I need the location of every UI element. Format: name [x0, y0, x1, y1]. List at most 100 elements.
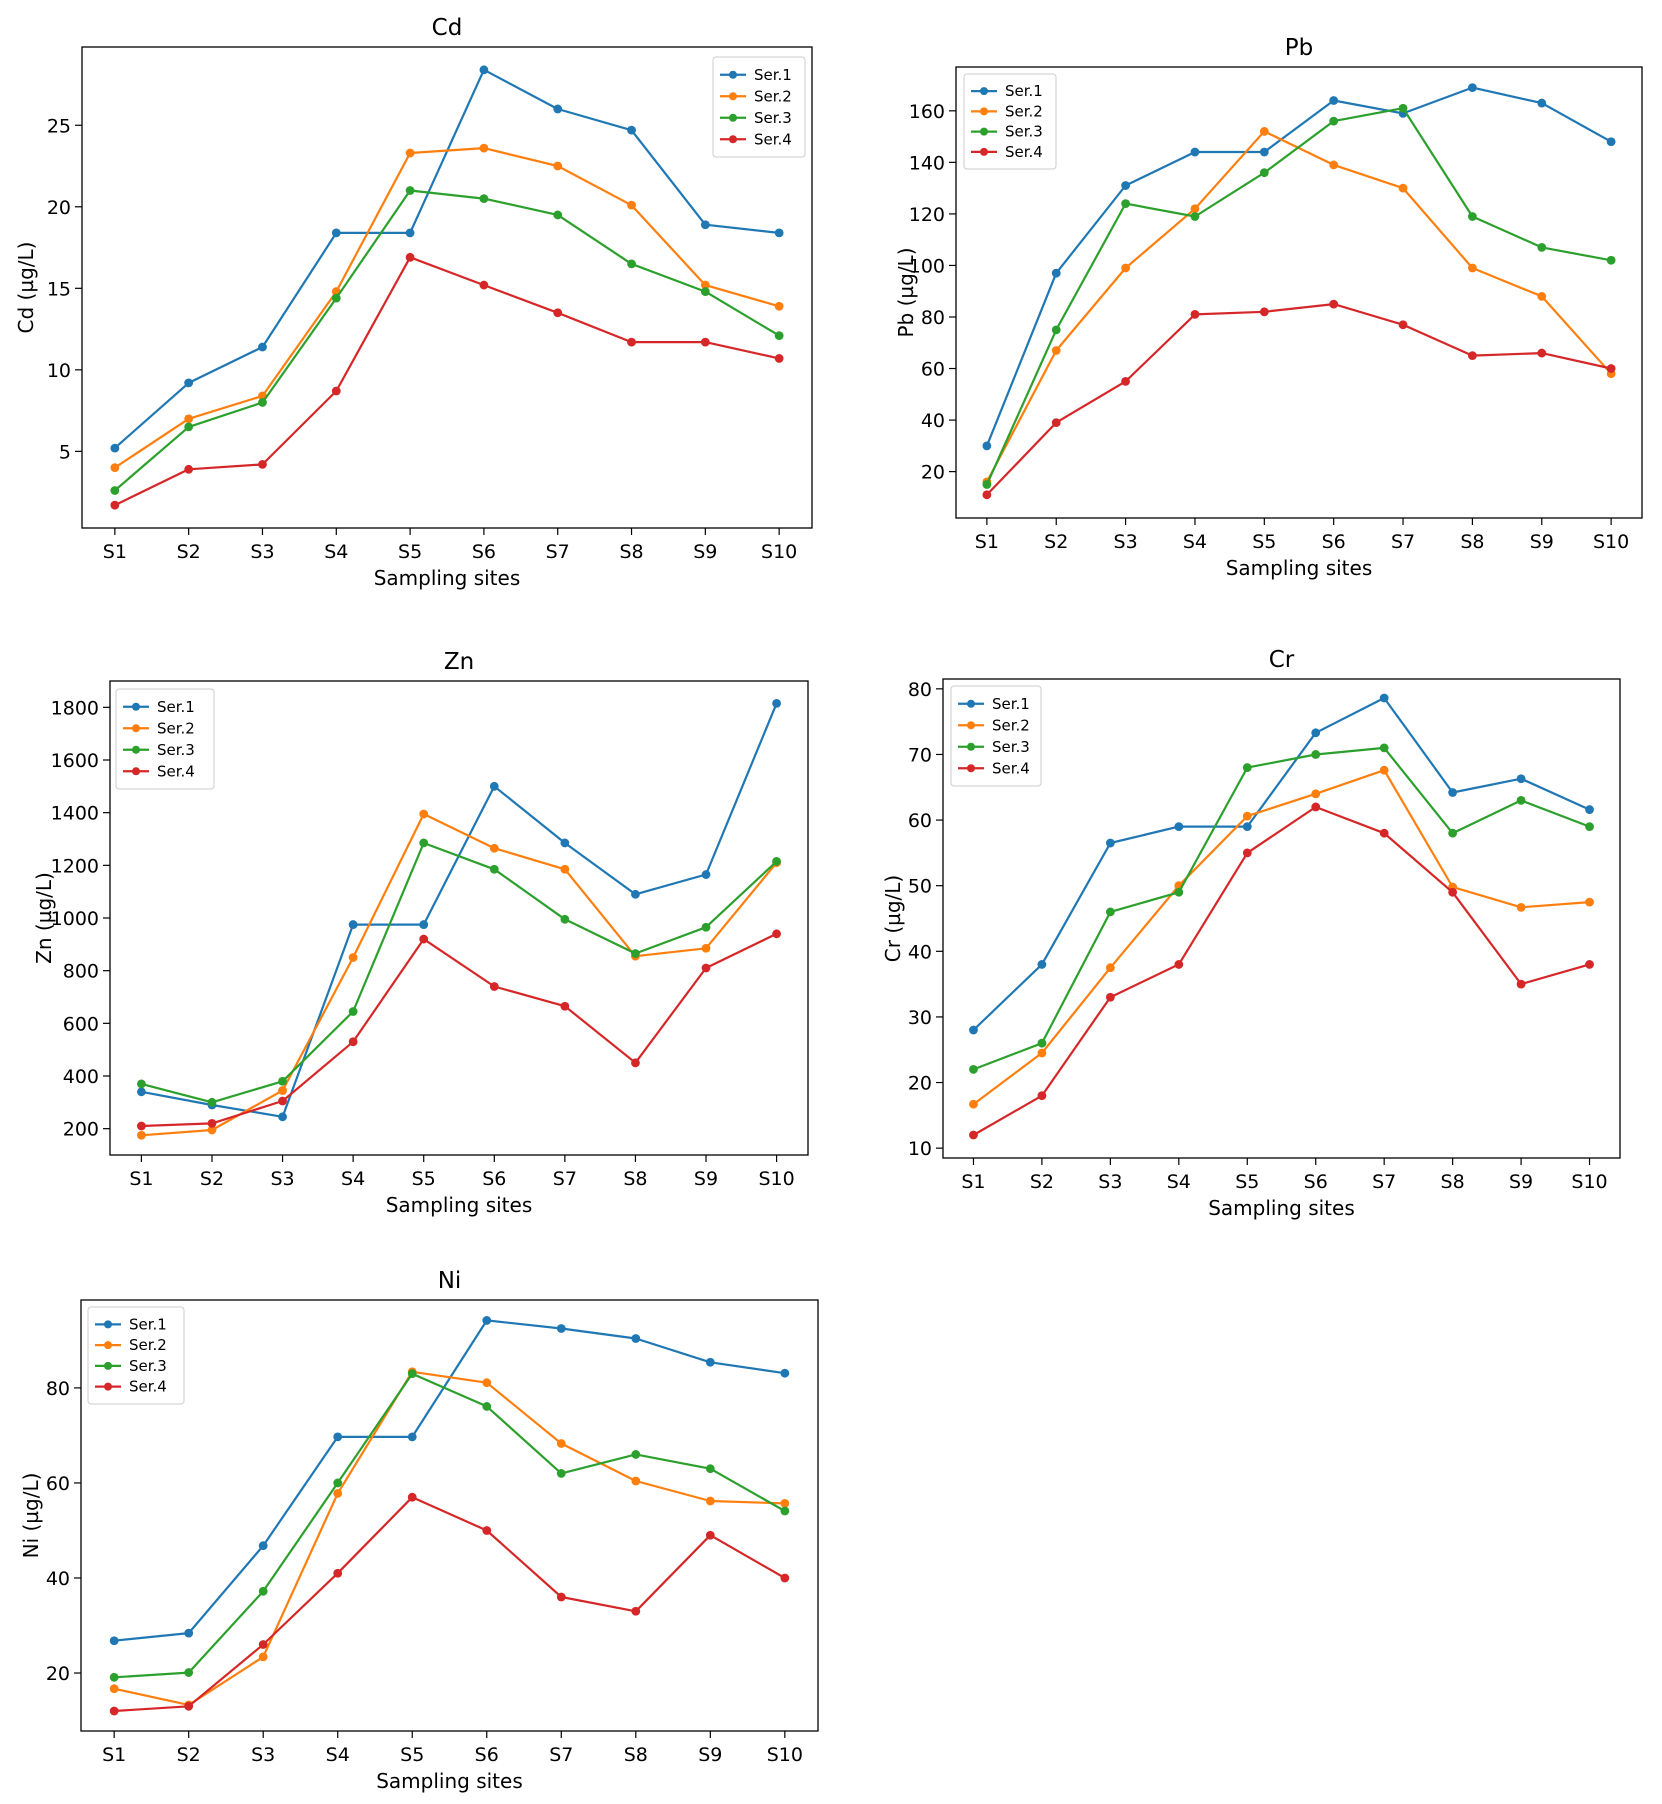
data-point	[1468, 212, 1477, 221]
legend-label: Ser.1	[754, 66, 792, 84]
x-tick-label: S10	[761, 541, 797, 563]
data-point	[1105, 907, 1115, 917]
data-point	[772, 856, 781, 866]
legend: Ser.1 Ser.2 Ser.3 Ser.4	[963, 73, 1057, 170]
legend-marker	[980, 147, 988, 156]
x-tick-label: S9	[693, 541, 717, 563]
legend-item: Ser.3	[123, 741, 195, 759]
series-ser-4	[982, 299, 1616, 500]
y-axis-label: Zn (µg/L)	[32, 872, 56, 964]
data-point	[348, 1007, 358, 1016]
data-point	[258, 460, 267, 469]
chart-title: Cr	[1269, 647, 1295, 673]
y-tick-label: 1600	[51, 750, 99, 772]
data-point	[278, 1096, 287, 1106]
legend-label: Ser.1	[1005, 82, 1043, 100]
legend-item: Ser.1	[971, 82, 1043, 100]
data-point	[405, 252, 415, 262]
plot-frame	[109, 680, 809, 1156]
data-point	[184, 1628, 194, 1638]
legend-box	[950, 685, 1042, 787]
data-point	[631, 1476, 641, 1486]
data-point	[207, 1097, 217, 1107]
data-point	[419, 838, 429, 848]
legend-label: Ser.3	[1005, 123, 1043, 141]
data-point	[1516, 795, 1526, 805]
data-point	[110, 463, 120, 473]
legend-marker	[967, 742, 975, 751]
x-tick-label: S3	[250, 541, 274, 563]
legend-label: Ser.4	[129, 1378, 167, 1396]
legend-item: Ser.3	[958, 738, 1030, 756]
x-tick-label: S7	[1391, 531, 1415, 553]
data-point	[1468, 83, 1477, 93]
chart-panel-cd: Cd S1 S2 S3 S4 S5 S6 S7 S8 S9 S10 5 10 15 20 25 Sampling…	[14, 15, 813, 590]
data-point	[109, 1684, 119, 1694]
data-point	[553, 104, 563, 114]
data-point	[137, 1130, 146, 1140]
x-tick-label: S7	[549, 1744, 573, 1766]
y-tick-label: 800	[63, 961, 99, 983]
series-line	[114, 147, 780, 469]
x-tick-label: S10	[1571, 1171, 1607, 1193]
data-point	[1174, 960, 1184, 969]
data-point	[489, 843, 499, 853]
series-line	[114, 68, 780, 449]
data-point	[348, 953, 358, 962]
y-tick-label: 40	[921, 410, 945, 432]
data-point	[780, 1506, 790, 1516]
x-axis-label: Sampling sites	[1226, 556, 1373, 580]
data-point	[1448, 788, 1458, 797]
data-point	[1329, 116, 1339, 126]
data-point	[405, 148, 415, 158]
data-point	[1468, 263, 1477, 273]
x-tick-label: S8	[1441, 1171, 1465, 1193]
data-point	[1105, 992, 1115, 1002]
series-line	[114, 1496, 786, 1713]
y-tick-label: 20	[908, 1073, 932, 1095]
data-point	[110, 443, 120, 453]
data-point	[482, 1526, 492, 1535]
data-point	[1037, 1091, 1047, 1101]
series-ser-1	[137, 698, 781, 1122]
x-tick-label: S2	[1044, 531, 1068, 553]
chart-panel-pb: Pb S1 S2 S3 S4 S5 S6 S7 S8 S9 S10 20 40 60 80 100 120 140…	[894, 35, 1643, 580]
y-tick-label: 1400	[51, 803, 99, 825]
data-point	[479, 65, 489, 75]
x-tick-label: S2	[177, 541, 201, 563]
data-point	[631, 1450, 641, 1459]
legend-item: Ser.3	[971, 123, 1043, 141]
data-point	[348, 1037, 358, 1047]
legend-item: Ser.2	[958, 716, 1030, 734]
x-tick-label: S9	[698, 1744, 722, 1766]
series-line	[986, 303, 1612, 496]
y-tick-label: 5	[59, 441, 71, 463]
x-tick-label: S1	[961, 1171, 985, 1193]
data-point	[1037, 960, 1047, 969]
data-point	[631, 1606, 641, 1616]
data-point	[407, 1492, 417, 1502]
x-tick-label: S4	[326, 1744, 350, 1766]
data-point	[1537, 243, 1547, 252]
data-point	[1051, 325, 1061, 335]
legend-marker	[980, 87, 988, 96]
data-point	[553, 161, 563, 171]
x-axis-label: Sampling sites	[374, 566, 521, 590]
data-point	[1329, 96, 1339, 105]
legend-label: Ser.1	[157, 698, 195, 716]
legend-item: Ser.2	[95, 1336, 167, 1354]
plot-frame	[81, 46, 813, 529]
data-point	[982, 490, 992, 500]
data-point	[184, 422, 194, 432]
x-tick-label: S10	[767, 1744, 803, 1766]
x-tick-label: S3	[251, 1744, 275, 1766]
data-point	[982, 480, 992, 489]
x-tick-label: S10	[1593, 531, 1629, 553]
data-point	[1585, 822, 1594, 832]
x-tick-label: S4	[1183, 531, 1207, 553]
data-point	[331, 386, 341, 396]
series-line	[972, 769, 1590, 1106]
data-point	[207, 1119, 217, 1128]
